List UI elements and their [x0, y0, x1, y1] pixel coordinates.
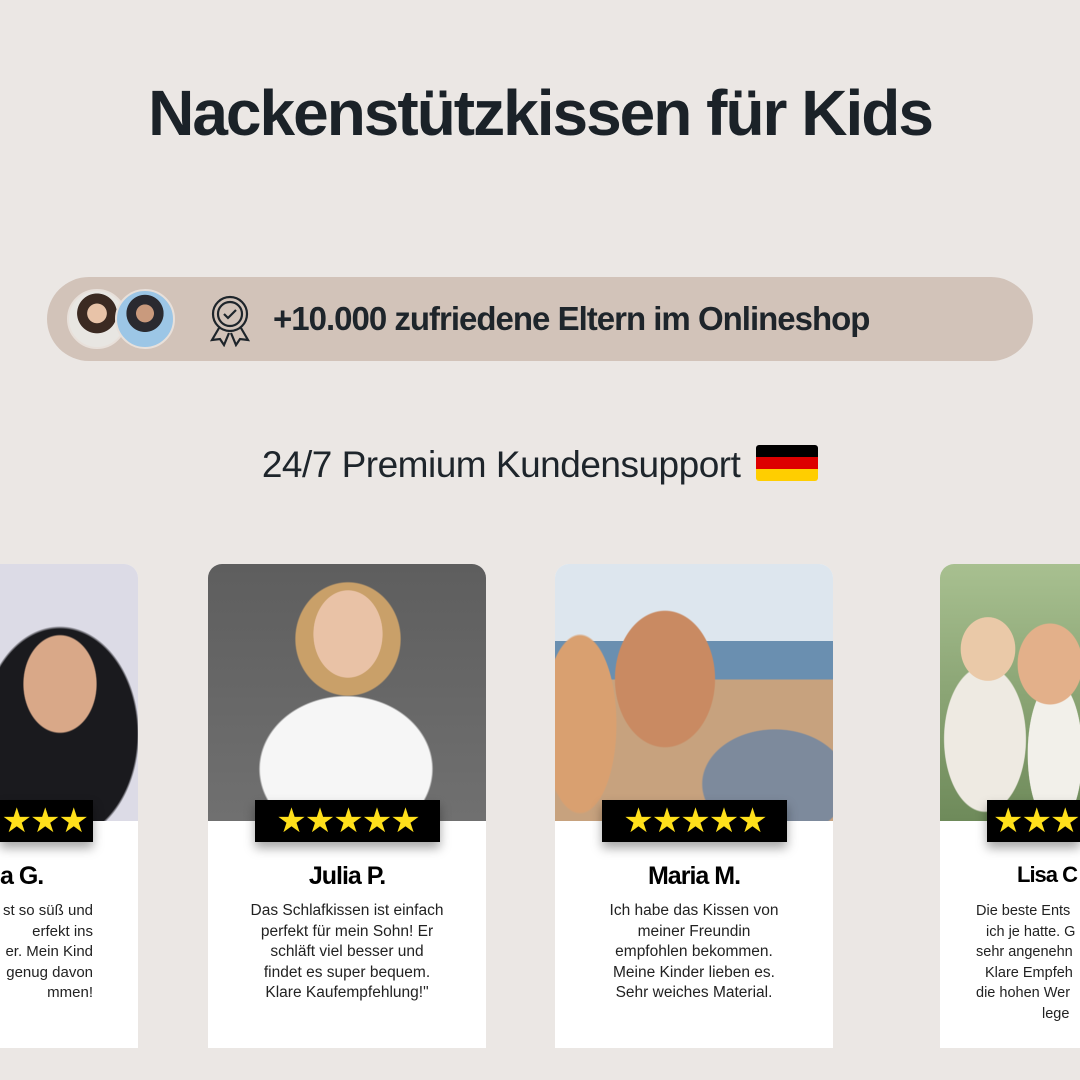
review-line: genug davon	[6, 963, 93, 981]
support-label: 24/7 Premium Kundensupport	[261, 444, 741, 485]
support-text: 24/7 Premium Kundensupport	[0, 444, 1080, 486]
banner-text: +10.000 zufriedene Eltern im Onlineshop	[273, 300, 870, 337]
review-line: schläft viel besser und	[270, 943, 424, 961]
review-photo	[555, 564, 833, 821]
page-title: Nackenstützkissen für Kids	[148, 77, 934, 149]
reviewer-name: Lisa C	[1017, 862, 1078, 887]
review-line: Klare Empfeh	[985, 964, 1073, 981]
review-card: ★★★★★ Maria M. Ich habe das Kissen von me…	[555, 564, 833, 1048]
review-text: Die beste Ents ich je hatte. G sehr angene…	[976, 901, 1080, 1025]
star-rating: ★★★	[0, 800, 93, 842]
review-line: Sehr weiches Material.	[615, 984, 773, 1002]
review-line: erfekt ins	[32, 922, 93, 940]
social-proof-banner: +10.000 zufriedene Eltern im Onlineshop	[47, 277, 1033, 361]
review-line: findet es super bequem.	[263, 963, 431, 981]
review-line: Ich habe das Kissen von	[609, 902, 779, 919]
star-rating: ★★★	[987, 800, 1080, 842]
award-ribbon-icon	[209, 295, 251, 347]
review-photo	[0, 564, 138, 821]
review-line: Die beste Ents	[976, 903, 1071, 919]
review-line: mmen!	[47, 984, 93, 1002]
review-card: ★★★★★ Julia P. Das Schlafkissen ist einf…	[208, 564, 486, 1048]
review-card: ★★★ Lisa C Die beste Ents ich je hatte. G…	[940, 564, 1080, 1048]
review-text: Das Schlafkissen ist einfach perfekt für …	[228, 901, 466, 1004]
review-line: st so süß und	[2, 902, 93, 919]
review-text: st so süß und erfekt ins er. Mein Kind genu…	[0, 901, 93, 1004]
review-line: Meine Kinder lieben es.	[613, 963, 775, 981]
review-line: Das Schlafkissen ist einfach	[250, 902, 444, 919]
reviewer-name: Maria M.	[647, 862, 741, 890]
germany-flag-icon	[756, 445, 819, 481]
review-card: ★★★ a G. st so süß und erfekt ins er. Mein…	[0, 564, 138, 1048]
star-rating: ★★★★★	[255, 800, 440, 842]
review-photo	[940, 564, 1080, 821]
review-line: lege	[1042, 1005, 1070, 1022]
review-line: er. Mein Kind	[5, 943, 93, 961]
review-line: perfekt für mein Sohn! Er	[260, 922, 434, 940]
reviewer-name: a G.	[0, 862, 44, 890]
reviewer-name: Julia P.	[308, 862, 386, 890]
review-line: ich je hatte. G	[986, 923, 1076, 940]
review-photo	[208, 564, 486, 821]
star-rating: ★★★★★	[602, 800, 787, 842]
review-line: meiner Freundin	[637, 922, 751, 940]
review-line: die hohen Wer	[976, 985, 1071, 1002]
review-line: sehr angenehn	[976, 944, 1073, 961]
review-line: Klare Kaufempfehlung!"	[265, 984, 429, 1002]
review-line: empfohlen bekommen.	[615, 943, 773, 961]
avatar	[115, 289, 175, 349]
review-text: Ich habe das Kissen von meiner Freundin em…	[575, 901, 813, 1004]
